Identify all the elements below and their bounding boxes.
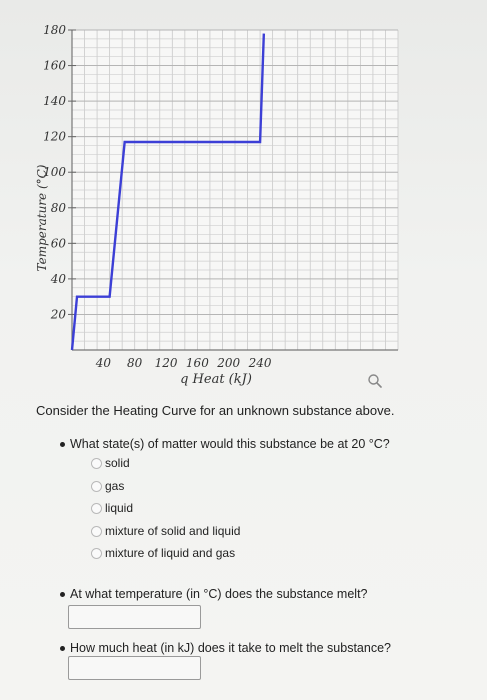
option-gas[interactable]: gas: [91, 479, 124, 493]
x-tick-label: 80: [127, 356, 143, 370]
option-label: solid: [105, 456, 130, 470]
y-tick-label: 40: [50, 272, 67, 286]
option-label: mixture of solid and liquid: [105, 524, 241, 538]
question-2-text: At what temperature (in °C) does the sub…: [70, 587, 368, 601]
heating-curve-chart: 20 40 60 80 100 120 140 160 180 40 80 120 160 200 240…: [35, 23, 399, 387]
radio-button[interactable]: [91, 502, 102, 514]
x-tick-labels: 40 80 120 160 200 240: [95, 356, 272, 370]
y-tick-label: 100: [43, 165, 66, 179]
search-icon[interactable]: [367, 373, 383, 389]
option-label: mixture of liquid and gas: [105, 546, 236, 560]
bullet: [60, 646, 65, 651]
bullet: [60, 442, 65, 447]
y-tick-labels: 20 40 60 80 100 120 140 160 180: [43, 23, 76, 321]
y-tick-label: 60: [51, 236, 67, 250]
option-solid[interactable]: solid: [91, 456, 130, 470]
radio-button[interactable]: [91, 525, 102, 537]
x-tick-label: 120: [155, 356, 178, 370]
option-liquid[interactable]: liquid: [91, 501, 133, 515]
option-mixture-liquid-gas[interactable]: mixture of liquid and gas: [91, 546, 235, 560]
question-3-text: How much heat (in kJ) does it take to me…: [70, 641, 391, 655]
x-tick-label: 200: [216, 356, 240, 370]
y-tick-label: 140: [43, 94, 66, 108]
radio-button[interactable]: [91, 480, 102, 492]
chart-axes: [71, 30, 398, 351]
heating-curve-line: [70, 33, 266, 351]
chart-grid: [71, 29, 399, 351]
radio-button[interactable]: [91, 547, 102, 559]
y-tick-label: 180: [43, 23, 66, 37]
option-label: liquid: [105, 501, 134, 515]
y-tick-label: 160: [43, 59, 66, 73]
x-tick-label: 160: [186, 356, 209, 370]
melt-heat-input[interactable]: [68, 656, 201, 680]
option-mixture-solid-liquid[interactable]: mixture of solid and liquid: [91, 524, 240, 538]
y-axis-label: Temperature (°C): [35, 164, 49, 271]
question-1-text: What state(s) of matter would this subst…: [70, 437, 390, 451]
y-tick-label: 80: [51, 201, 67, 215]
y-tick-label: 20: [50, 307, 67, 321]
option-label: gas: [105, 479, 125, 493]
y-tick-label: 120: [43, 130, 66, 144]
x-tick-label: 40: [95, 356, 112, 370]
chart-series: [70, 33, 266, 351]
radio-button[interactable]: [91, 457, 102, 469]
intro-text: Consider the Heating Curve for an unknow…: [36, 403, 395, 418]
x-tick-label: 240: [248, 356, 272, 370]
bullet: [60, 592, 65, 597]
melt-temperature-input[interactable]: [68, 605, 201, 629]
x-axis-label: q Heat (kJ): [180, 372, 252, 387]
